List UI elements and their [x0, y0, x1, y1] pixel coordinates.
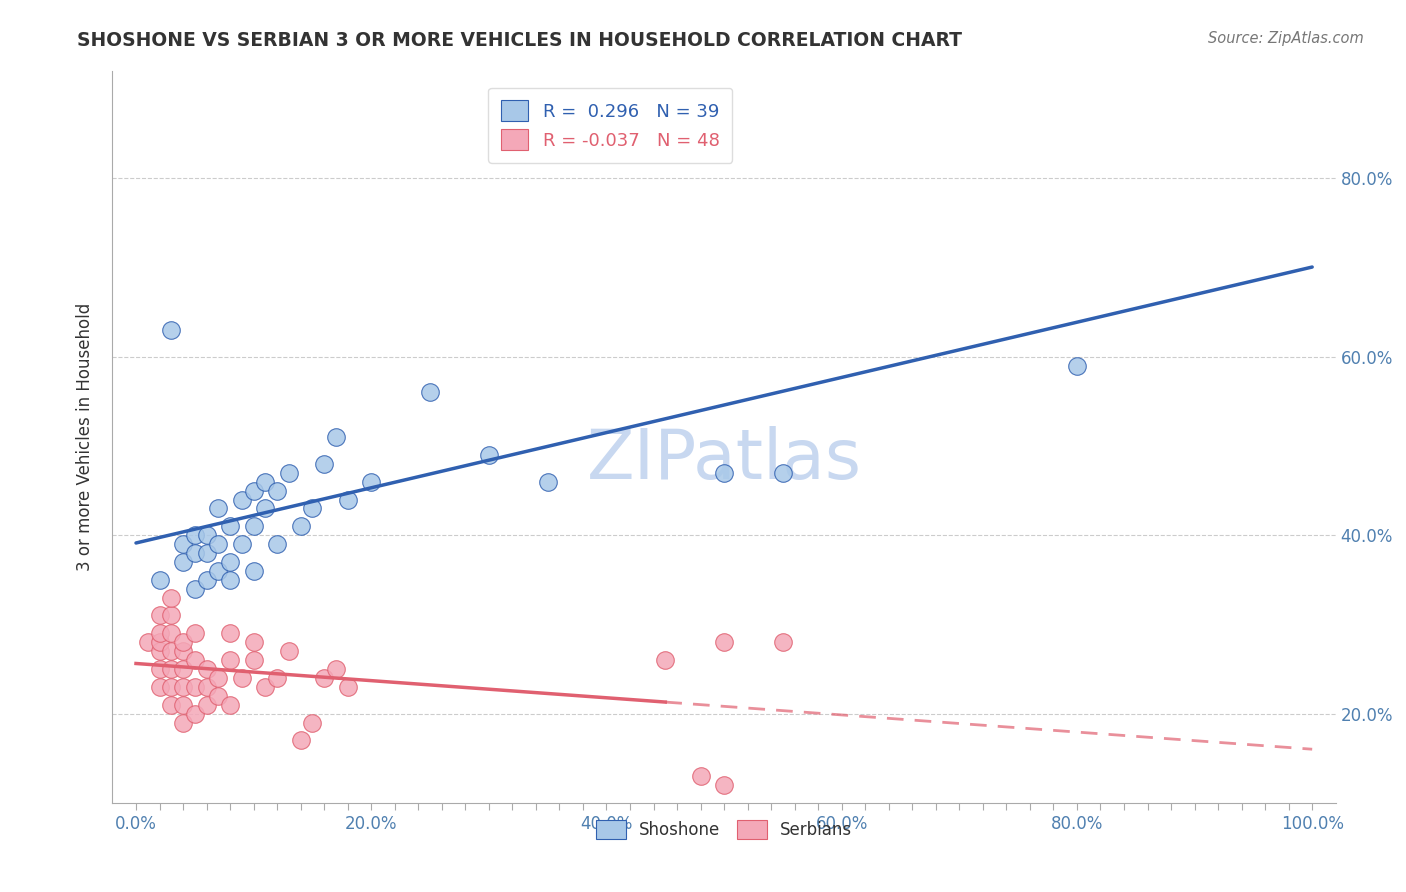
- Point: [478, 448, 501, 462]
- Text: ZIPatlas: ZIPatlas: [586, 425, 862, 492]
- Point: [172, 644, 194, 658]
- Point: [325, 430, 347, 444]
- Point: [172, 715, 194, 730]
- Point: [325, 662, 347, 676]
- Point: [713, 778, 735, 792]
- Point: [136, 635, 159, 649]
- Point: [219, 555, 242, 569]
- Point: [172, 537, 194, 551]
- Point: [772, 466, 794, 480]
- Point: [360, 475, 382, 489]
- Point: [148, 608, 170, 623]
- Point: [713, 635, 735, 649]
- Point: [277, 466, 299, 480]
- Point: [242, 635, 264, 649]
- Point: [160, 323, 183, 337]
- Point: [290, 733, 312, 747]
- Point: [689, 769, 711, 783]
- Point: [242, 483, 264, 498]
- Y-axis label: 3 or more Vehicles in Household: 3 or more Vehicles in Household: [76, 303, 94, 571]
- Point: [231, 537, 253, 551]
- Point: [301, 501, 323, 516]
- Point: [184, 626, 207, 640]
- Point: [290, 519, 312, 533]
- Point: [172, 680, 194, 694]
- Point: [148, 626, 170, 640]
- Point: [184, 528, 207, 542]
- Point: [195, 528, 218, 542]
- Point: [254, 475, 277, 489]
- Point: [172, 555, 194, 569]
- Point: [207, 564, 229, 578]
- Point: [242, 519, 264, 533]
- Point: [148, 573, 170, 587]
- Point: [160, 626, 183, 640]
- Point: [219, 519, 242, 533]
- Point: [184, 546, 207, 560]
- Point: [336, 492, 359, 507]
- Point: [160, 608, 183, 623]
- Point: [336, 680, 359, 694]
- Point: [242, 653, 264, 667]
- Point: [231, 492, 253, 507]
- Point: [195, 546, 218, 560]
- Point: [207, 501, 229, 516]
- Point: [266, 537, 288, 551]
- Point: [172, 635, 194, 649]
- Point: [266, 671, 288, 685]
- Point: [219, 698, 242, 712]
- Point: [207, 671, 229, 685]
- Point: [772, 635, 794, 649]
- Point: [219, 653, 242, 667]
- Point: [314, 457, 336, 471]
- Text: SHOSHONE VS SERBIAN 3 OR MORE VEHICLES IN HOUSEHOLD CORRELATION CHART: SHOSHONE VS SERBIAN 3 OR MORE VEHICLES I…: [77, 31, 962, 50]
- Point: [160, 662, 183, 676]
- Point: [219, 626, 242, 640]
- Point: [195, 573, 218, 587]
- Point: [195, 662, 218, 676]
- Point: [172, 698, 194, 712]
- Point: [160, 644, 183, 658]
- Point: [148, 644, 170, 658]
- Point: [184, 706, 207, 721]
- Text: Source: ZipAtlas.com: Source: ZipAtlas.com: [1208, 31, 1364, 46]
- Point: [184, 582, 207, 596]
- Point: [207, 537, 229, 551]
- Point: [254, 680, 277, 694]
- Point: [219, 573, 242, 587]
- Point: [266, 483, 288, 498]
- Point: [160, 591, 183, 605]
- Point: [537, 475, 560, 489]
- Point: [195, 680, 218, 694]
- Point: [160, 680, 183, 694]
- Point: [254, 501, 277, 516]
- Point: [1066, 359, 1088, 373]
- Point: [148, 662, 170, 676]
- Point: [184, 680, 207, 694]
- Point: [314, 671, 336, 685]
- Point: [148, 635, 170, 649]
- Point: [572, 145, 595, 159]
- Point: [231, 671, 253, 685]
- Point: [207, 689, 229, 703]
- Point: [277, 644, 299, 658]
- Point: [172, 662, 194, 676]
- Point: [195, 698, 218, 712]
- Point: [184, 653, 207, 667]
- Point: [148, 680, 170, 694]
- Point: [242, 564, 264, 578]
- Point: [419, 385, 441, 400]
- Point: [654, 653, 676, 667]
- Point: [301, 715, 323, 730]
- Legend: Shoshone, Serbians: Shoshone, Serbians: [589, 814, 859, 846]
- Point: [160, 698, 183, 712]
- Point: [713, 466, 735, 480]
